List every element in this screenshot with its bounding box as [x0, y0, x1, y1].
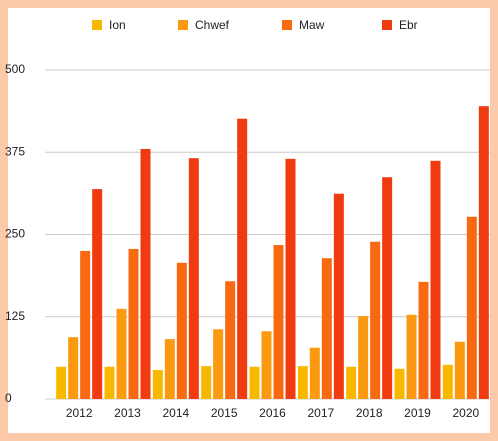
bar: [418, 281, 429, 399]
legend-label: Maw: [299, 18, 325, 32]
legend-label: Ebr: [399, 18, 418, 32]
x-tick-label: 2020: [452, 406, 479, 420]
x-tick-label: 2016: [259, 406, 286, 420]
bar: [346, 366, 357, 399]
bar: [261, 331, 272, 399]
legend-swatch: [282, 20, 292, 30]
legend-swatch: [382, 20, 392, 30]
x-tick-label: 2015: [211, 406, 238, 420]
bar: [442, 364, 453, 399]
bar: [478, 106, 489, 399]
y-tick-label: 125: [5, 309, 25, 323]
bar: [249, 366, 260, 399]
bar: [237, 118, 248, 399]
bar: [176, 262, 187, 399]
bar: [92, 189, 103, 399]
bar: [382, 177, 393, 399]
bar: [406, 314, 417, 399]
bar: [297, 366, 308, 399]
bar: [273, 245, 284, 399]
bar: [285, 158, 296, 399]
bar: [321, 258, 332, 399]
bar: [140, 148, 151, 399]
x-tick-label: 2014: [162, 406, 189, 420]
x-tick-label: 2017: [307, 406, 334, 420]
legend-swatch: [178, 20, 188, 30]
bar: [128, 248, 139, 399]
y-tick-label: 500: [5, 62, 25, 76]
x-tick-label: 2019: [404, 406, 431, 420]
x-tick-label: 2012: [66, 406, 93, 420]
bar: [454, 341, 465, 399]
bar: [333, 193, 344, 399]
bar: [309, 347, 320, 399]
legend-label: Ion: [109, 18, 126, 32]
bar: [152, 370, 163, 399]
bar: [370, 241, 381, 399]
bar: [213, 329, 224, 399]
y-tick-label: 250: [5, 227, 25, 241]
y-tick-label: 0: [5, 391, 12, 405]
bar: [201, 366, 212, 399]
legend-swatch: [92, 20, 102, 30]
bar: [466, 216, 477, 399]
bar: [164, 339, 175, 399]
bar: [56, 366, 67, 399]
bar: [394, 368, 405, 399]
x-tick-label: 2013: [114, 406, 141, 420]
y-tick-label: 375: [5, 144, 25, 158]
x-tick-label: 2018: [356, 406, 383, 420]
bar: [225, 281, 236, 399]
bar: [80, 250, 91, 399]
bar: [68, 337, 79, 399]
bar: [430, 160, 441, 399]
bar: [104, 366, 115, 399]
bar: [358, 316, 369, 399]
bar: [188, 158, 199, 399]
legend-label: Chwef: [195, 18, 230, 32]
bar: [116, 308, 127, 399]
